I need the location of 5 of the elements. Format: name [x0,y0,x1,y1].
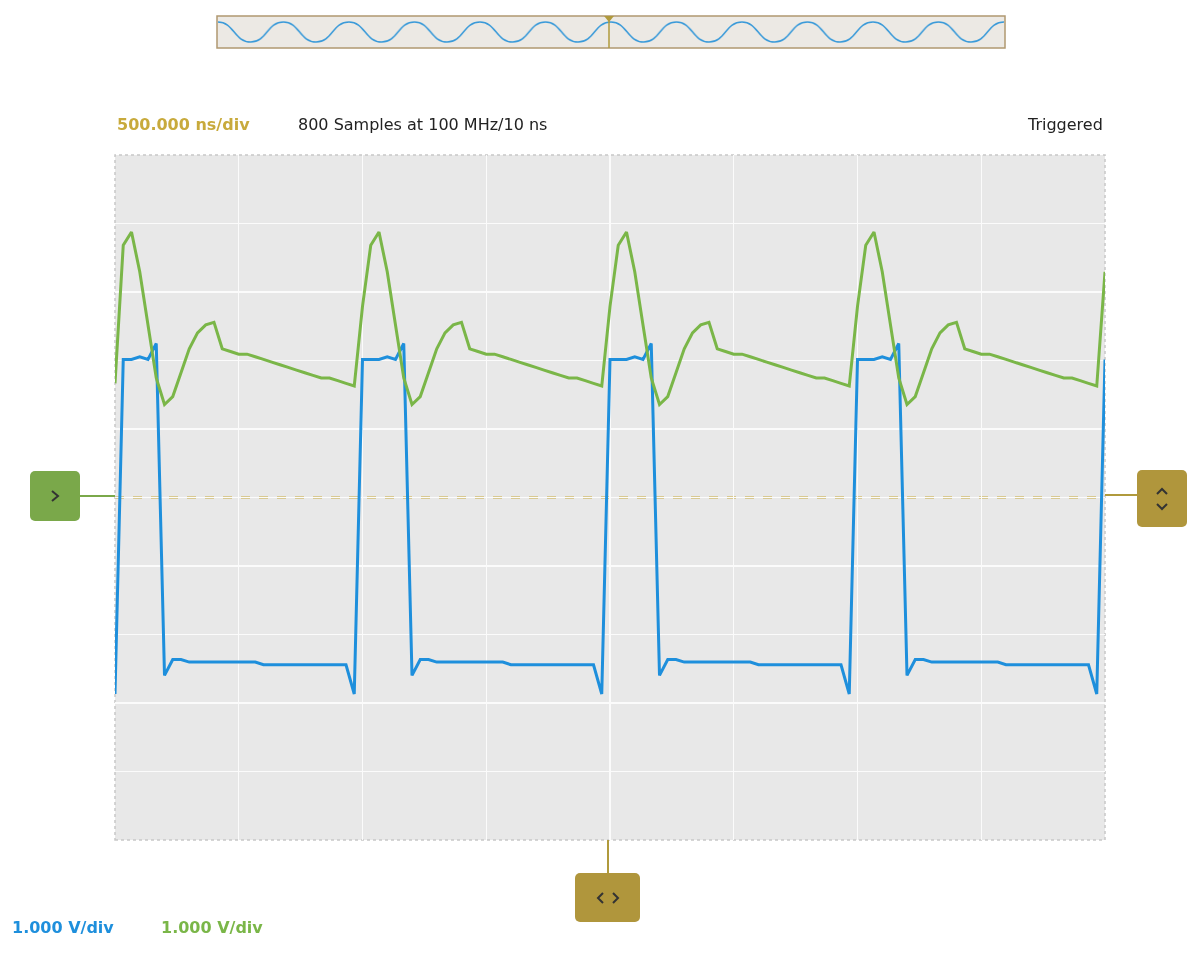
text: Triggered [1027,115,1103,134]
text: 1.000 V/div [12,918,115,937]
text: 1.000 V/div [161,918,264,937]
text: 800 Samples at 100 MHz/10 ns [298,115,548,134]
text: 500.000 ns/div [117,115,251,134]
